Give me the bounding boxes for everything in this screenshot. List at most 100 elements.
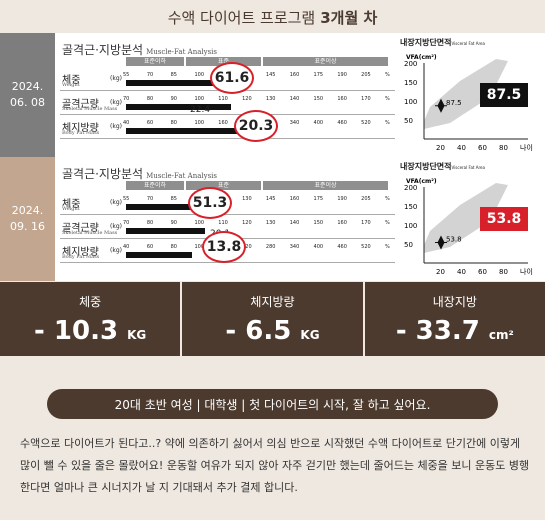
tick-label: 190: [337, 196, 347, 202]
tick-label: 520: [361, 120, 371, 126]
tick-label: 80: [146, 96, 154, 102]
tick-label: 340: [289, 244, 300, 250]
vfa-title: 내장지방단면적Visceral Fat Area: [400, 38, 485, 47]
tick-label: 205: [361, 72, 371, 78]
vfa-title: 내장지방단면적Visceral Fat Area: [400, 162, 485, 171]
tick-label: %: [385, 220, 390, 226]
tick-label: %: [385, 72, 390, 78]
axis-tick: 200: [404, 60, 417, 68]
fat-circle: 20.3: [234, 110, 278, 142]
title-bold: 3개월 차: [320, 9, 378, 27]
result-after: 2024. 09. 16 골격근·지방분석 Muscle-Fat Analysis…: [0, 157, 545, 281]
tick-label: 170: [361, 220, 371, 226]
vfa-plot: VFA(cm²) 200 150 100 50 20 40 60 80 나이 53.8: [404, 178, 533, 276]
tick-label: 100: [194, 120, 204, 126]
tick-label: 70: [146, 196, 154, 202]
tick-label: 460: [337, 244, 347, 250]
tick-label: 130: [265, 96, 276, 102]
tick-label: 100: [194, 220, 204, 226]
muscle-fat-analysis-before: 골격근·지방분석 Muscle-Fat Analysis 표준이하 표준 표준이상…: [60, 33, 395, 157]
tick-label: 400: [313, 120, 324, 126]
tick-label: 160: [337, 96, 347, 102]
tick-label: 160: [218, 120, 228, 126]
tick-label: 120: [242, 220, 252, 226]
axis-tick: 200: [404, 184, 417, 192]
band-high: 표준이상: [263, 181, 388, 190]
axis-tick: 20: [436, 144, 445, 152]
axis-tick: 20: [436, 268, 445, 276]
muscle-fat-analysis-after: 골격근·지방분석 Muscle-Fat Analysis 표준이하 표준 표준이상…: [60, 157, 395, 281]
stat-visceral-fat: 내장지방 - 33.7 cm²: [395, 294, 514, 346]
band-low: 표준이하: [126, 57, 184, 66]
analysis-title: 골격근·지방분석 Muscle-Fat Analysis: [62, 167, 217, 181]
tick-label: 90: [170, 220, 177, 226]
tick-label: 150: [313, 96, 324, 102]
tick-label: 170: [361, 96, 371, 102]
tick-label: 175: [313, 72, 324, 78]
stat-body-fat: 체지방량 - 6.5 KG: [182, 282, 365, 356]
weight-circle: 51.3: [188, 187, 232, 219]
tick-label: 80: [170, 244, 177, 250]
axis-tick: 150: [404, 203, 417, 211]
tick-label: 100: [194, 244, 204, 250]
tick-label: 460: [337, 120, 347, 126]
vfa-chart-before: 내장지방단면적Visceral Fat Area VFA(cm²) 200 150…: [400, 37, 542, 155]
muscle-bar: [126, 104, 231, 110]
tick-label: 140: [289, 96, 300, 102]
tick-label: 130: [242, 196, 252, 202]
tick-label: %: [385, 120, 390, 126]
tick-label: 40: [123, 120, 130, 126]
tagline-pill: 20대 초반 여성 | 대학생 | 첫 다이어트의 시작, 잘 하고 싶어요.: [47, 389, 498, 419]
tick-label: 110: [218, 96, 228, 102]
vfa-value-box: 53.8: [480, 207, 528, 231]
date-before: 2024. 06. 08: [0, 33, 55, 157]
weight-circle: 61.6: [210, 62, 254, 94]
tick-label: 160: [289, 196, 300, 202]
axis-tick: 40: [457, 268, 466, 276]
vfa-cloud: [424, 59, 508, 129]
page-title: 수액 다이어트 프로그램 3개월 차: [0, 0, 545, 35]
fat-bar: [126, 252, 192, 258]
results-summary: 체중 - 10.3 KG 체지방량 - 6.5 KG 내장지방 - 33.7 c…: [0, 282, 545, 356]
svg-text:VFA(cm²): VFA(cm²): [406, 178, 437, 185]
tick-label: 190: [337, 72, 347, 78]
tick-label: 55: [123, 72, 130, 78]
tick-label: 40: [123, 244, 130, 250]
tick-label: 60: [146, 244, 154, 250]
weight-bar: [126, 80, 237, 86]
row-muscle: 골격근량 Skeletal Muscle Mass (kg) 70 80 90 100…: [60, 93, 395, 115]
result-before: 2024. 06. 08 골격근·지방분석 Muscle-Fat Analysis…: [0, 33, 545, 157]
axis-tick: 40: [457, 144, 466, 152]
fat-circle: 13.8: [202, 231, 246, 263]
tick-label: 60: [146, 120, 154, 126]
date-after: 2024. 09. 16: [0, 157, 55, 281]
tick-label: 110: [218, 220, 228, 226]
band-normal: 표준: [186, 181, 261, 190]
tick-label: 70: [123, 220, 130, 226]
tick-label: 140: [289, 220, 300, 226]
tick-label: 220: [242, 244, 252, 250]
title-text: 수액 다이어트 프로그램: [167, 9, 316, 27]
axis-tick: 100: [404, 98, 417, 106]
band-normal: 표준: [186, 57, 261, 66]
tick-label: %: [385, 96, 390, 102]
testimonial-text: 수액으로 다이어트가 된다고..? 약에 의존하기 싫어서 의심 반으로 시작했…: [20, 437, 530, 494]
tick-label: 70: [146, 72, 154, 78]
tick-label: 100: [194, 96, 204, 102]
axis-tick: 50: [404, 241, 413, 249]
vfa-plot: VFA(cm²) 200 150 100 50 20 40 60 80 나이 87.5: [404, 54, 533, 152]
tick-label: 100: [194, 72, 204, 78]
muscle-value: 22.4: [190, 105, 211, 115]
tick-label: 520: [361, 244, 371, 250]
axis-tick: 60: [478, 144, 487, 152]
analysis-title: 골격근·지방분석 Muscle-Fat Analysis: [62, 43, 217, 57]
muscle-bar: [126, 228, 205, 234]
svg-text:VFA(cm²): VFA(cm²): [406, 54, 437, 61]
row-fat: 체지방량 Body Fat Mass (kg) 4060801001602202…: [60, 117, 395, 139]
axis-tick: 53.8: [446, 236, 462, 244]
tick-label: 280: [265, 244, 276, 250]
tick-label: 55: [123, 196, 130, 202]
tick-label: 145: [265, 72, 276, 78]
tick-label: %: [385, 244, 390, 250]
axis-tick: 60: [478, 268, 487, 276]
